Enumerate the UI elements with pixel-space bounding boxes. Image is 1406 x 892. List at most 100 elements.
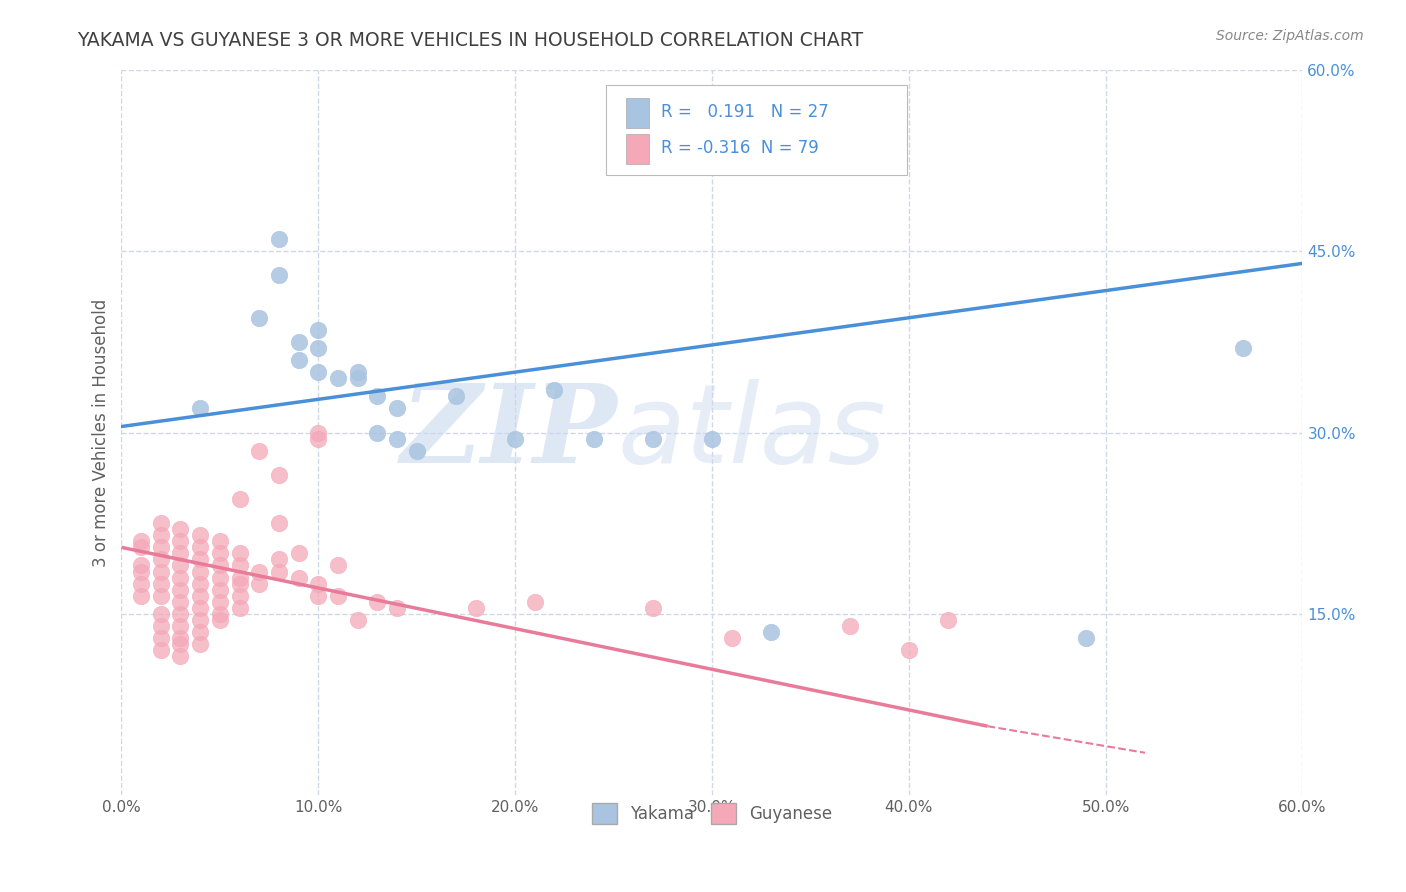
Point [149,541,172,555]
Bar [626,97,650,128]
Point [149,643,172,657]
Point [267,565,290,579]
Point [326,371,349,385]
Point [169,558,191,573]
Point [464,600,486,615]
Point [208,582,231,597]
Point [208,607,231,621]
FancyBboxPatch shape [606,85,907,175]
Point [188,613,211,627]
Point [129,558,152,573]
Point [523,595,546,609]
Point [188,528,211,542]
Point [287,570,309,584]
Point [641,432,664,446]
Point [267,552,290,566]
Point [169,637,191,651]
Point [326,589,349,603]
Point [208,613,231,627]
Text: atlas: atlas [617,379,886,486]
Point [405,443,427,458]
Point [208,570,231,584]
Point [129,534,152,549]
Point [307,425,329,440]
Point [228,576,250,591]
Point [366,389,388,403]
Point [228,570,250,584]
Point [149,552,172,566]
Point [149,607,172,621]
Point [307,432,329,446]
Point [188,637,211,651]
Point [169,619,191,633]
Point [267,467,290,482]
Point [188,401,211,416]
Text: YAKAMA VS GUYANESE 3 OR MORE VEHICLES IN HOUSEHOLD CORRELATION CHART: YAKAMA VS GUYANESE 3 OR MORE VEHICLES IN… [77,31,863,50]
Point [208,546,231,560]
Y-axis label: 3 or more Vehicles in Household: 3 or more Vehicles in Household [93,299,110,566]
Point [818,112,841,126]
Text: R = -0.316  N = 79: R = -0.316 N = 79 [661,139,818,157]
Point [208,558,231,573]
Point [228,546,250,560]
Point [247,310,270,325]
Point [228,558,250,573]
Point [366,595,388,609]
Point [169,595,191,609]
Point [228,491,250,506]
Point [267,516,290,531]
Point [897,643,920,657]
Point [188,576,211,591]
Point [838,619,860,633]
Text: R =   0.191   N = 27: R = 0.191 N = 27 [661,103,830,121]
Point [307,576,329,591]
Point [287,334,309,349]
Legend: Yakama, Guyanese: Yakama, Guyanese [585,797,839,830]
Point [307,589,329,603]
Bar [626,134,650,164]
Point [385,600,408,615]
Point [228,589,250,603]
Text: Source: ZipAtlas.com: Source: ZipAtlas.com [1216,29,1364,43]
Point [188,600,211,615]
Point [543,384,565,398]
Point [169,546,191,560]
Point [307,365,329,379]
Point [366,425,388,440]
Point [287,353,309,368]
Point [149,589,172,603]
Point [188,541,211,555]
Point [247,565,270,579]
Point [169,534,191,549]
Point [169,607,191,621]
Point [247,443,270,458]
Point [149,619,172,633]
Point [129,589,152,603]
Point [385,432,408,446]
Point [228,600,250,615]
Point [307,323,329,337]
Point [188,552,211,566]
Point [346,613,368,627]
Point [149,528,172,542]
Point [641,600,664,615]
Point [267,232,290,246]
Point [444,389,467,403]
Point [129,576,152,591]
Point [169,649,191,664]
Point [149,516,172,531]
Point [720,631,742,645]
Point [208,534,231,549]
Point [346,365,368,379]
Point [188,565,211,579]
Point [700,432,723,446]
Text: ZIP: ZIP [401,379,617,486]
Point [287,546,309,560]
Point [208,595,231,609]
Point [149,631,172,645]
Point [169,582,191,597]
Point [129,565,152,579]
Point [1074,631,1097,645]
Point [188,589,211,603]
Point [936,613,959,627]
